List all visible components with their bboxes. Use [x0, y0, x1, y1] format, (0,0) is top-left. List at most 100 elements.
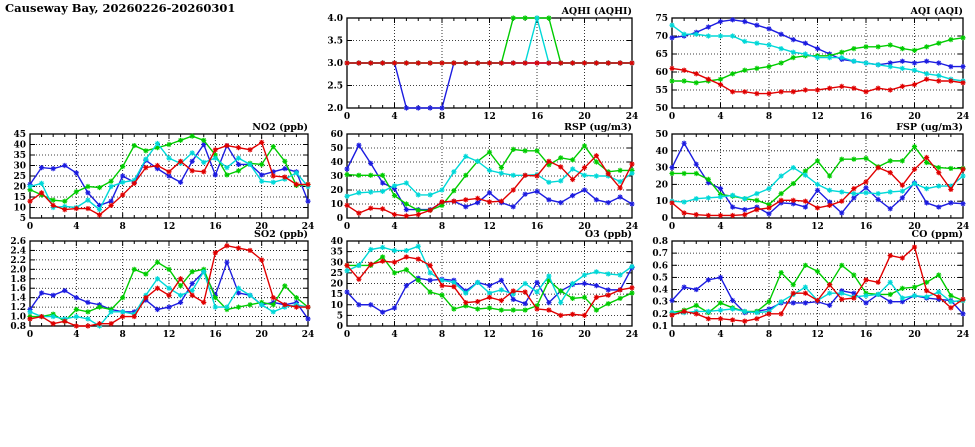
- svg-text:50: 50: [330, 144, 343, 154]
- svg-text:O3 (ppb): O3 (ppb): [585, 229, 632, 240]
- svg-text:24: 24: [626, 222, 639, 232]
- svg-text:20: 20: [330, 280, 343, 290]
- svg-text:4: 4: [73, 222, 79, 232]
- svg-text:20: 20: [330, 186, 343, 196]
- svg-text:50: 50: [655, 130, 668, 140]
- svg-text:8: 8: [120, 330, 126, 340]
- svg-text:24: 24: [626, 330, 639, 340]
- svg-text:20: 20: [908, 222, 921, 232]
- svg-text:16: 16: [209, 330, 222, 340]
- svg-text:60: 60: [330, 130, 343, 140]
- svg-text:24: 24: [957, 222, 970, 232]
- svg-text:0.6: 0.6: [652, 261, 668, 271]
- svg-text:0: 0: [337, 322, 343, 332]
- svg-text:0: 0: [669, 330, 675, 340]
- svg-text:16: 16: [860, 112, 873, 122]
- svg-text:1.0: 1.0: [10, 313, 26, 323]
- chart-rsp: 0 4 8 12 16 20 24 0 10 20 30 40 50 60 RSP (ug/m3): [330, 122, 639, 232]
- svg-text:0: 0: [27, 222, 33, 232]
- chart-aqhi: 0 4 8 12 16 20 24 2.0 2.5 3.0 3.5 4.0 AQHI (AQHI): [327, 6, 639, 122]
- svg-text:4: 4: [717, 330, 723, 340]
- svg-text:2.6: 2.6: [10, 237, 26, 247]
- svg-text:24: 24: [626, 112, 639, 122]
- svg-text:4: 4: [391, 330, 397, 340]
- svg-text:15: 15: [330, 290, 343, 300]
- svg-text:16: 16: [531, 330, 544, 340]
- svg-text:0.3: 0.3: [652, 298, 668, 308]
- svg-text:30: 30: [330, 172, 343, 182]
- svg-text:20: 20: [578, 330, 591, 340]
- svg-text:15: 15: [13, 193, 26, 203]
- svg-text:45: 45: [13, 130, 26, 140]
- page-title: Causeway Bay, 20260226-20260301: [5, 1, 236, 15]
- svg-text:20: 20: [908, 330, 921, 340]
- svg-text:12: 12: [163, 330, 176, 340]
- svg-text:0.4: 0.4: [652, 286, 668, 296]
- svg-text:24: 24: [957, 112, 970, 122]
- svg-text:8: 8: [766, 330, 772, 340]
- svg-text:24: 24: [957, 330, 970, 340]
- svg-text:12: 12: [483, 222, 496, 232]
- svg-text:60: 60: [655, 68, 668, 78]
- chart-so2: 0 4 8 12 16 20 24 0.81.01.21.41.61.82.02.22.42.…: [10, 229, 315, 340]
- svg-text:1.8: 1.8: [10, 275, 26, 285]
- svg-text:16: 16: [531, 112, 544, 122]
- svg-text:AQI (AQI): AQI (AQI): [910, 6, 963, 17]
- svg-text:30: 30: [330, 258, 343, 268]
- svg-text:2.2: 2.2: [10, 256, 26, 266]
- svg-text:24: 24: [302, 222, 315, 232]
- svg-text:12: 12: [811, 330, 824, 340]
- svg-text:0.7: 0.7: [652, 249, 668, 259]
- svg-text:12: 12: [811, 112, 824, 122]
- svg-text:4.0: 4.0: [327, 14, 343, 24]
- chart-co: 0 4 8 12 16 20 24 0.1 0.2 0.3 0.4 0.5 0.6 0.7 0.8 CO (p…: [652, 229, 970, 340]
- svg-text:2.0: 2.0: [327, 104, 343, 114]
- svg-text:0.1: 0.1: [652, 322, 668, 332]
- svg-text:0.2: 0.2: [652, 310, 668, 320]
- svg-text:20: 20: [578, 112, 591, 122]
- svg-text:5: 5: [337, 311, 343, 321]
- svg-text:1.2: 1.2: [10, 303, 26, 313]
- svg-text:8: 8: [439, 330, 445, 340]
- svg-text:4: 4: [391, 222, 397, 232]
- svg-text:24: 24: [302, 330, 315, 340]
- svg-text:16: 16: [209, 222, 222, 232]
- svg-text:0: 0: [344, 112, 350, 122]
- svg-text:0: 0: [337, 214, 343, 224]
- svg-text:2.0: 2.0: [10, 265, 26, 275]
- svg-text:20: 20: [655, 180, 668, 190]
- svg-text:8: 8: [766, 112, 772, 122]
- svg-text:25: 25: [13, 172, 26, 182]
- svg-text:30: 30: [13, 162, 26, 172]
- svg-text:3.5: 3.5: [327, 37, 343, 47]
- svg-text:FSP (ug/m3): FSP (ug/m3): [896, 122, 963, 133]
- svg-text:0: 0: [344, 330, 350, 340]
- chart-fsp: 0 4 8 12 16 20 24 0 10 20 30 40 50 FSP (ug/m3): [655, 122, 970, 232]
- svg-text:10: 10: [330, 200, 343, 210]
- svg-text:20: 20: [13, 183, 26, 193]
- svg-text:2.4: 2.4: [10, 246, 26, 256]
- svg-text:8: 8: [439, 222, 445, 232]
- svg-text:0: 0: [669, 222, 675, 232]
- svg-text:0.5: 0.5: [652, 273, 668, 283]
- svg-text:20: 20: [578, 222, 591, 232]
- svg-text:SO2 (ppb): SO2 (ppb): [254, 229, 308, 240]
- svg-text:55: 55: [655, 86, 668, 96]
- svg-text:65: 65: [655, 50, 668, 60]
- svg-text:12: 12: [483, 330, 496, 340]
- svg-text:8: 8: [439, 112, 445, 122]
- svg-text:16: 16: [860, 330, 873, 340]
- svg-text:RSP (ug/m3): RSP (ug/m3): [564, 122, 632, 133]
- svg-text:40: 40: [13, 141, 26, 151]
- chart-aqi: 0 4 8 12 16 20 24 50 55 60 65 70 75 AQI (AQI): [655, 6, 970, 122]
- svg-text:4: 4: [717, 112, 723, 122]
- svg-text:1.4: 1.4: [10, 294, 26, 304]
- svg-text:4: 4: [391, 112, 397, 122]
- svg-text:10: 10: [13, 204, 26, 214]
- svg-text:0: 0: [669, 112, 675, 122]
- svg-text:40: 40: [330, 237, 343, 247]
- svg-text:5: 5: [20, 214, 26, 224]
- svg-text:70: 70: [655, 32, 668, 42]
